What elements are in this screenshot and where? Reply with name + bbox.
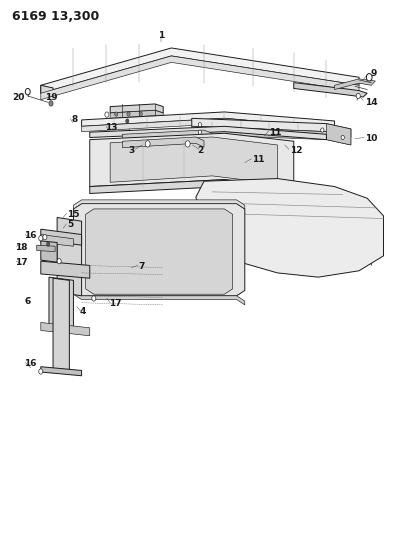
Polygon shape bbox=[110, 110, 163, 118]
Polygon shape bbox=[90, 180, 277, 195]
Polygon shape bbox=[41, 48, 359, 93]
Polygon shape bbox=[82, 118, 335, 133]
Polygon shape bbox=[41, 235, 73, 246]
Text: 7: 7 bbox=[139, 262, 145, 271]
Circle shape bbox=[198, 123, 202, 127]
Polygon shape bbox=[294, 83, 367, 97]
Circle shape bbox=[49, 101, 53, 106]
Polygon shape bbox=[90, 126, 326, 140]
Circle shape bbox=[39, 369, 43, 374]
Polygon shape bbox=[86, 209, 233, 294]
Polygon shape bbox=[82, 112, 335, 128]
Text: 9: 9 bbox=[370, 69, 377, 78]
Circle shape bbox=[39, 236, 43, 241]
Polygon shape bbox=[37, 245, 55, 252]
Circle shape bbox=[145, 141, 150, 147]
Polygon shape bbox=[73, 290, 245, 305]
Polygon shape bbox=[196, 179, 384, 277]
Text: 14: 14 bbox=[365, 98, 378, 107]
Text: 19: 19 bbox=[45, 93, 58, 101]
Circle shape bbox=[356, 93, 360, 99]
Polygon shape bbox=[73, 200, 245, 209]
Polygon shape bbox=[41, 241, 57, 262]
Polygon shape bbox=[110, 104, 163, 113]
Text: 15: 15 bbox=[67, 210, 80, 219]
Text: 6: 6 bbox=[24, 297, 31, 305]
Text: 10: 10 bbox=[365, 134, 377, 143]
Polygon shape bbox=[192, 126, 351, 145]
Text: 13: 13 bbox=[105, 124, 118, 132]
Text: 17: 17 bbox=[109, 300, 122, 308]
Polygon shape bbox=[335, 79, 375, 90]
Polygon shape bbox=[90, 133, 294, 188]
Text: 3: 3 bbox=[129, 146, 135, 155]
Circle shape bbox=[321, 128, 324, 132]
Polygon shape bbox=[41, 56, 359, 100]
Polygon shape bbox=[122, 137, 204, 148]
Text: 11: 11 bbox=[269, 128, 282, 136]
Circle shape bbox=[139, 112, 142, 116]
Text: 20: 20 bbox=[12, 93, 24, 101]
Polygon shape bbox=[41, 85, 53, 96]
Circle shape bbox=[92, 296, 96, 301]
Text: 4: 4 bbox=[80, 308, 86, 316]
Text: 12: 12 bbox=[290, 146, 302, 155]
Polygon shape bbox=[41, 322, 90, 336]
Text: 17: 17 bbox=[16, 258, 28, 266]
Text: 16: 16 bbox=[24, 231, 37, 240]
Polygon shape bbox=[49, 277, 73, 328]
Text: 8: 8 bbox=[71, 116, 78, 124]
Polygon shape bbox=[57, 217, 82, 296]
Circle shape bbox=[341, 135, 344, 140]
Circle shape bbox=[57, 259, 61, 264]
Text: 1: 1 bbox=[158, 31, 164, 39]
Polygon shape bbox=[41, 261, 90, 278]
Text: 18: 18 bbox=[16, 243, 28, 252]
Polygon shape bbox=[41, 229, 82, 245]
Circle shape bbox=[198, 130, 202, 134]
Text: 11: 11 bbox=[252, 156, 265, 164]
Text: 6169 13,300: 6169 13,300 bbox=[12, 10, 100, 22]
Polygon shape bbox=[53, 278, 69, 373]
Polygon shape bbox=[110, 137, 277, 184]
Circle shape bbox=[115, 112, 118, 116]
Text: 2: 2 bbox=[197, 146, 203, 155]
Polygon shape bbox=[326, 124, 351, 145]
Circle shape bbox=[47, 242, 50, 246]
Polygon shape bbox=[41, 367, 82, 376]
Text: 16: 16 bbox=[24, 359, 37, 368]
Circle shape bbox=[366, 74, 372, 81]
Circle shape bbox=[127, 112, 130, 116]
Circle shape bbox=[185, 141, 190, 147]
Polygon shape bbox=[73, 204, 245, 296]
Circle shape bbox=[43, 235, 47, 240]
Text: 5: 5 bbox=[67, 221, 73, 229]
Circle shape bbox=[25, 88, 30, 95]
Circle shape bbox=[105, 112, 109, 117]
Polygon shape bbox=[122, 130, 212, 140]
Circle shape bbox=[126, 119, 129, 123]
Polygon shape bbox=[192, 118, 351, 137]
